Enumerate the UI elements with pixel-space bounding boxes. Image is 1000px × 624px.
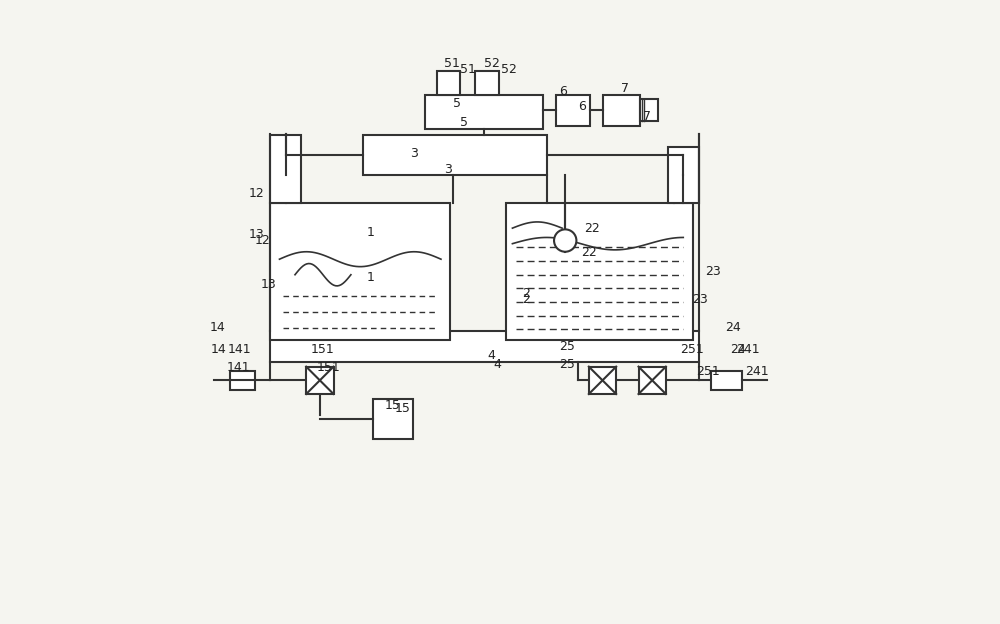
Bar [270,331,699,362]
Bar [230,371,255,389]
Text: 6: 6 [559,85,567,98]
Text: 251: 251 [696,364,719,378]
Text: 15: 15 [385,399,401,412]
Text: 22: 22 [584,222,600,235]
Bar [711,371,742,389]
Text: 12: 12 [255,234,270,247]
Text: 24: 24 [725,321,741,334]
Text: 151: 151 [317,361,340,374]
Text: 12: 12 [248,187,264,200]
Text: 1: 1 [366,226,374,239]
Text: 25: 25 [559,358,575,371]
Circle shape [554,230,576,251]
Bar [603,95,640,125]
Text: 52: 52 [501,63,517,76]
Bar [306,367,334,394]
Text: 1: 1 [366,271,374,285]
Text: 2: 2 [522,287,530,300]
Bar [270,135,301,203]
Text: 13: 13 [248,228,264,241]
Text: 22: 22 [581,246,597,260]
Text: 3: 3 [444,163,452,175]
Text: 141: 141 [228,343,252,356]
Text: 251: 251 [680,343,704,356]
Text: 4: 4 [488,349,495,362]
Bar [425,95,543,129]
Text: 241: 241 [736,343,760,356]
Bar [363,135,547,175]
Text: 7: 7 [643,110,651,123]
Text: 23: 23 [693,293,708,306]
Text: 25: 25 [559,339,575,353]
Text: 141: 141 [227,361,250,374]
Text: 51: 51 [460,63,475,76]
Text: 14: 14 [210,321,226,334]
Text: 151: 151 [311,343,334,356]
Text: 52: 52 [484,57,500,70]
Bar [639,367,666,394]
Bar [668,147,699,203]
Bar [270,203,450,340]
Text: 15: 15 [394,402,410,415]
Bar [506,203,693,340]
Text: 5: 5 [460,116,468,129]
Bar [640,99,658,120]
Text: 23: 23 [705,265,721,278]
Bar [475,71,499,95]
Text: 2: 2 [522,293,530,306]
Text: 241: 241 [745,364,769,378]
Text: 51: 51 [444,57,460,70]
Text: 6: 6 [578,100,586,114]
Text: 13: 13 [261,278,277,291]
Bar [373,399,413,439]
Text: 7: 7 [621,82,629,95]
Text: 14: 14 [211,343,227,356]
Bar [556,95,590,125]
Text: 24: 24 [730,343,746,356]
Text: 4: 4 [494,358,502,371]
Text: 3: 3 [410,147,418,160]
Bar [437,71,460,95]
Bar [589,367,616,394]
Text: 5: 5 [453,97,461,110]
